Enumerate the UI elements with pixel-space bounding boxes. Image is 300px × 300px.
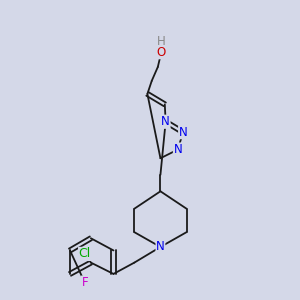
Text: N: N — [156, 241, 165, 254]
Text: N: N — [173, 143, 182, 156]
Text: O: O — [157, 46, 166, 59]
Text: H: H — [157, 35, 166, 48]
Text: N: N — [161, 115, 170, 128]
Text: N: N — [179, 126, 188, 139]
Text: Cl: Cl — [79, 248, 91, 260]
Text: F: F — [82, 276, 88, 289]
